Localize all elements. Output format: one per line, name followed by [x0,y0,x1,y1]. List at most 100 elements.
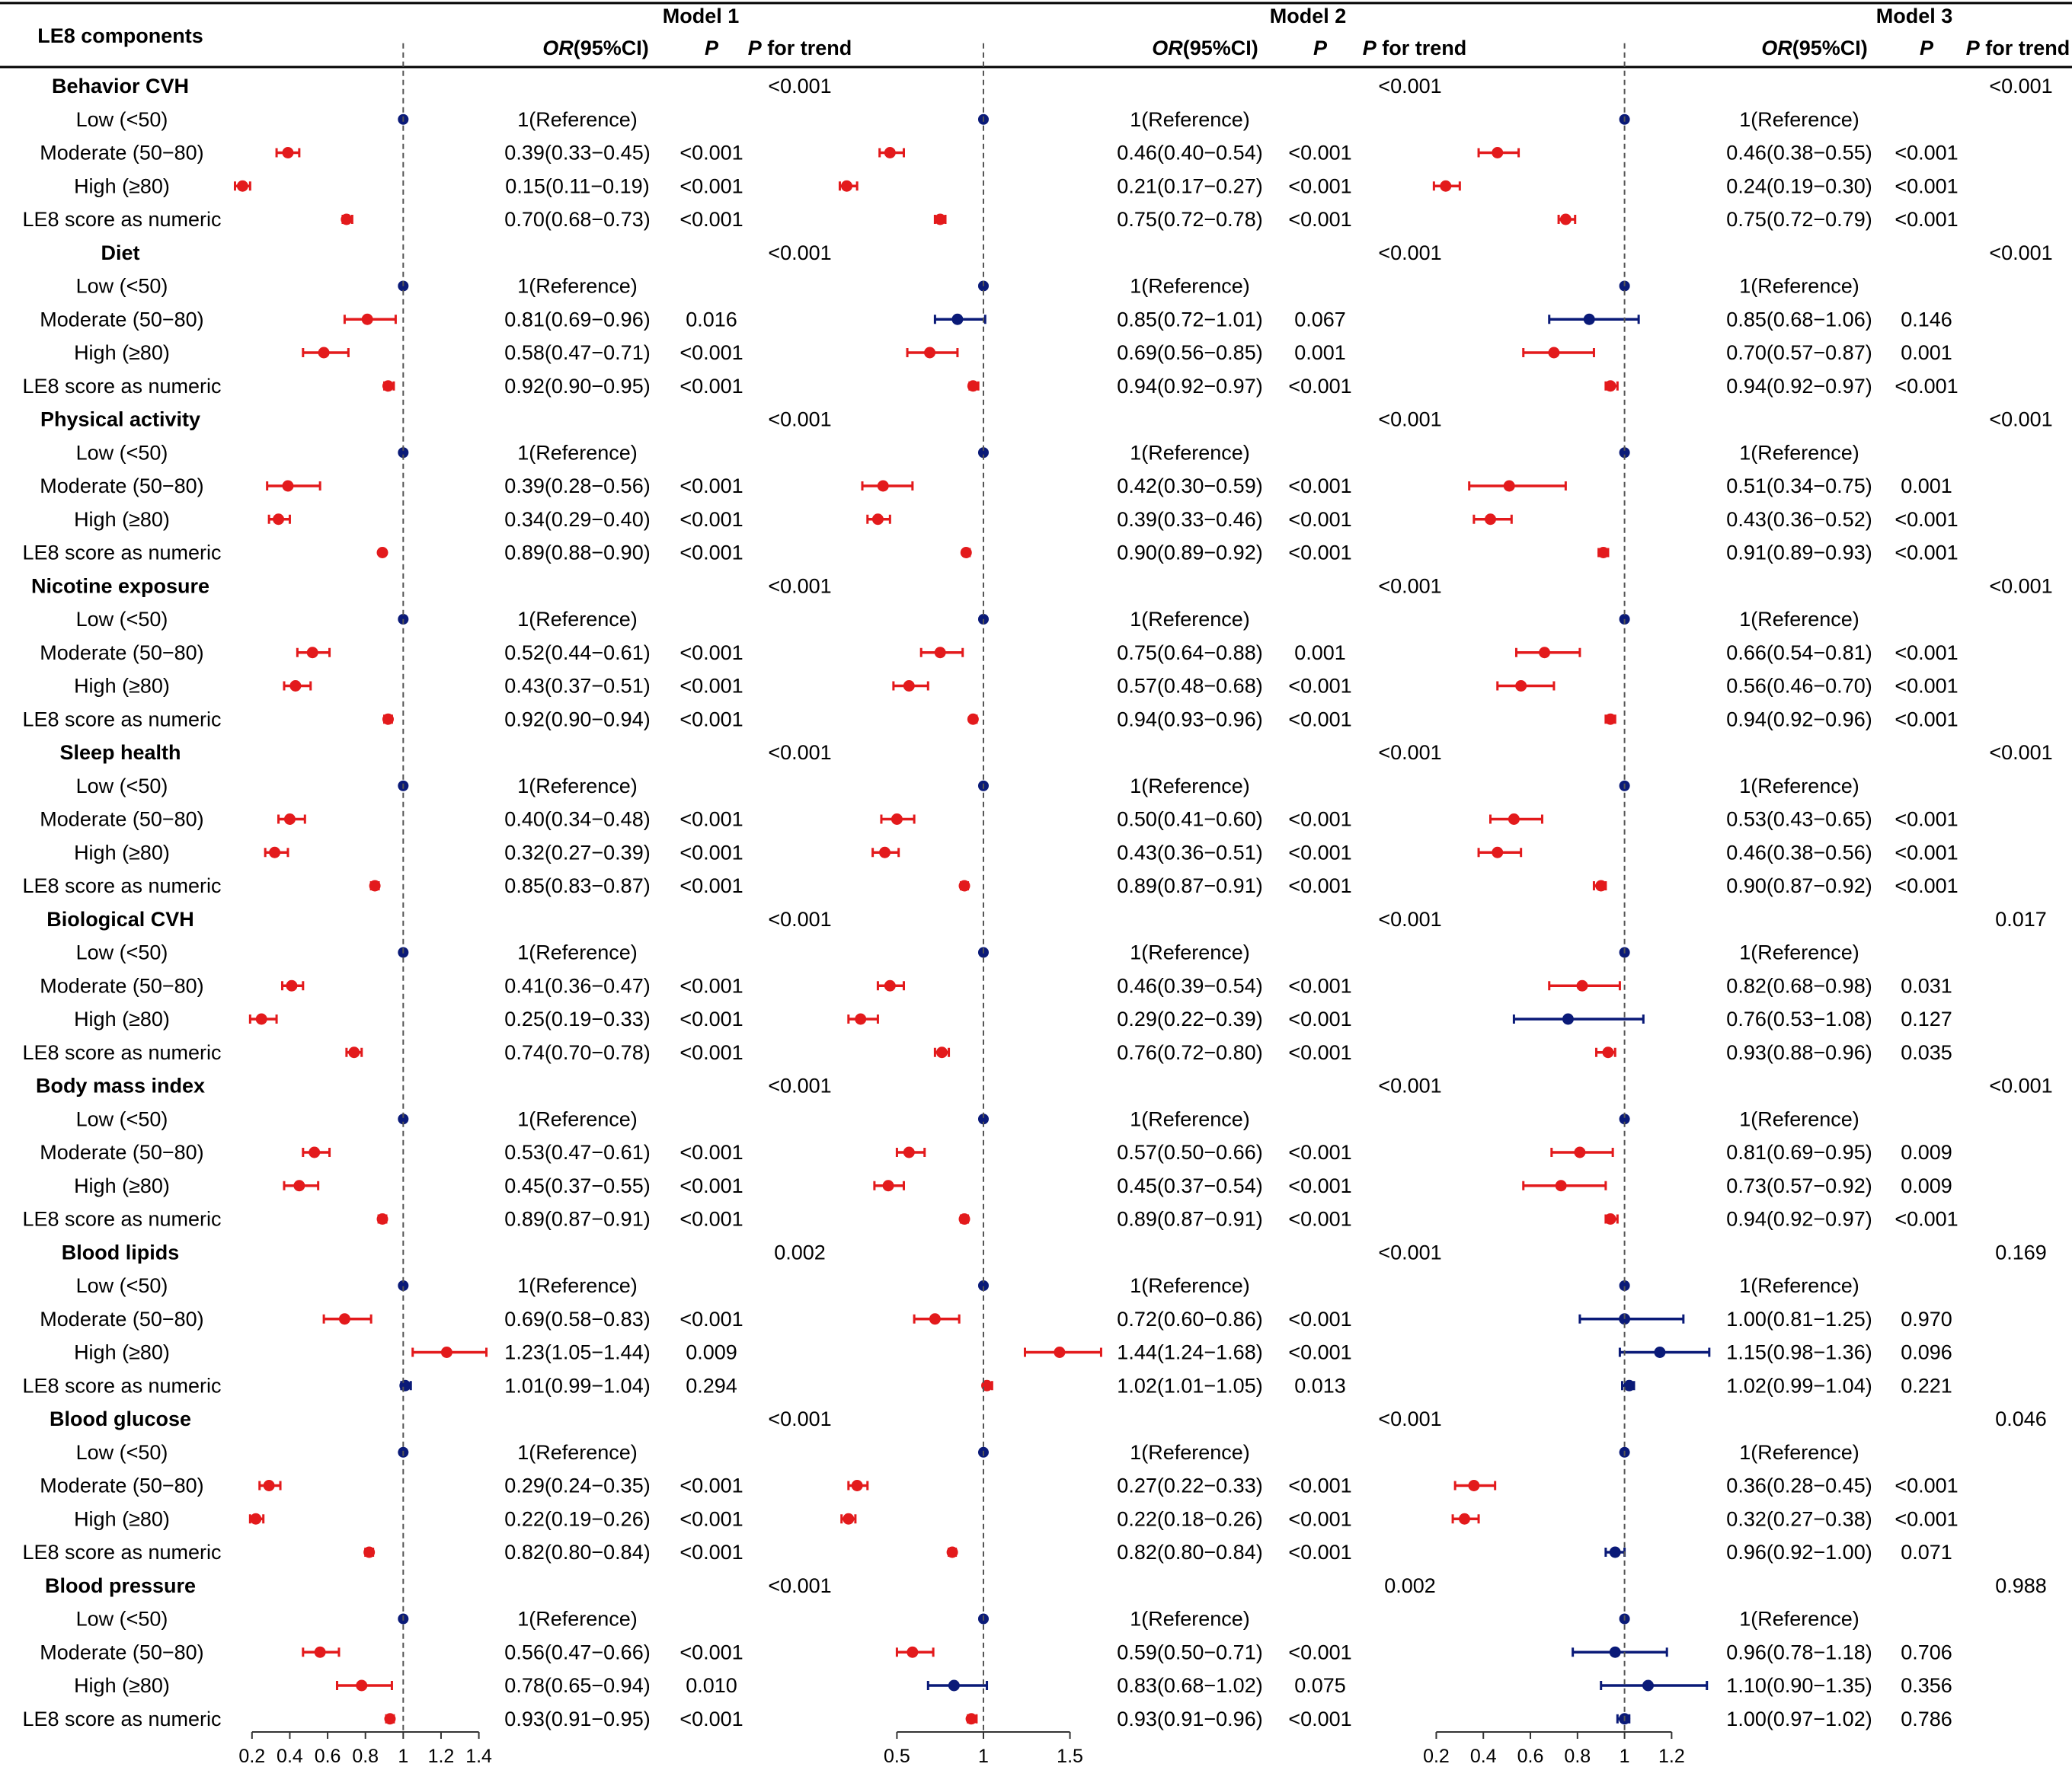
or-ci-value: 0.39(0.33−0.46) [1117,508,1262,531]
or-point [851,1480,863,1491]
p-value: 0.075 [1294,1674,1346,1697]
or-ci-value: 0.85(0.83−0.87) [504,874,650,897]
or-ci-value: 0.50(0.41−0.60) [1117,808,1262,831]
p-value: 0.010 [686,1674,737,1697]
or-point [1515,680,1527,692]
row-label: LE8 score as numeric [22,1541,221,1564]
or-ci-header-rest: (95%CI) [1183,37,1258,59]
reference-point [977,1114,989,1125]
or-ci-value: 0.94(0.92−0.97) [1726,1208,1872,1231]
or-ci-value: 0.36(0.28−0.45) [1726,1475,1872,1497]
or-point [1574,1146,1586,1158]
row-label: Moderate (50−80) [40,1141,203,1164]
x-tick-label: 0.5 [884,1746,910,1767]
or-point [1054,1347,1066,1358]
row-label: High (≥80) [74,341,170,364]
or-point [1642,1679,1654,1692]
or-ci-value: 0.81(0.69−0.95) [1726,1141,1872,1164]
or-point [440,1347,452,1358]
or-point [906,1646,919,1658]
or-point [948,1679,960,1692]
or-ci-value: 0.32(0.27−0.38) [1726,1507,1872,1530]
or-point [236,180,248,192]
or-ci-value: 0.25(0.19−0.33) [504,1008,650,1030]
or-ci-value: 1.00(0.97−1.02) [1726,1708,1872,1730]
reference-text: 1(Reference) [517,1441,638,1464]
p-value: 0.786 [1901,1708,1952,1730]
x-tick-label: 0.8 [352,1746,379,1767]
row-label: Low (<50) [76,1441,168,1464]
or-point [376,1213,388,1225]
or-point [338,1313,350,1325]
or-ci-value: 0.45(0.37−0.55) [504,1174,650,1197]
p-trend-value: <0.001 [768,241,831,264]
p-value: <0.001 [1288,841,1351,864]
or-ci-value: 0.92(0.90−0.94) [504,708,650,730]
group-label: Blood lipids [62,1241,180,1264]
p-trend-value: <0.001 [1989,408,2052,431]
p-value: <0.001 [1288,1475,1351,1497]
reference-point [398,1114,409,1125]
reference-text: 1(Reference) [1130,608,1250,631]
or-point [1459,1513,1471,1525]
or-point [1492,147,1504,158]
or-ci-value: 0.91(0.89−0.93) [1726,542,1872,564]
or-ci-value: 1.23(1.05−1.44) [504,1341,650,1364]
p-trend-value: <0.001 [768,1574,831,1597]
or-ci-value: 0.75(0.64−0.88) [1117,641,1262,664]
p-trend-value: 0.988 [1995,1574,2047,1597]
row-label: High (≥80) [74,1174,170,1197]
or-ci-value: 0.45(0.37−0.54) [1117,1174,1262,1197]
or-ci-header-italic: OR [1152,37,1183,59]
p-value: <0.001 [679,1041,743,1064]
or-ci-value: 0.96(0.92−1.00) [1726,1541,1872,1564]
model-title: Model 3 [1876,5,1953,27]
p-header: P [705,37,719,59]
p-trend-value: 0.046 [1995,1408,2047,1430]
or-ci-value: 0.85(0.72−1.01) [1117,308,1262,331]
p-value: <0.001 [1895,874,1958,897]
p-value: 0.970 [1901,1308,1952,1331]
or-ci-value: 0.83(0.68−1.02) [1117,1674,1262,1697]
x-tick-label: 0.6 [315,1746,341,1767]
or-ci-value: 1.15(0.98−1.36) [1726,1341,1872,1364]
or-point [314,1646,326,1658]
or-point [903,680,915,692]
or-ci-value: 0.82(0.68−0.98) [1726,974,1872,997]
p-value: <0.001 [679,142,743,165]
row-label: Moderate (50−80) [40,974,203,997]
or-ci-value: 0.40(0.34−0.48) [504,808,650,831]
row-label: LE8 score as numeric [22,1374,221,1397]
x-tick-label: 0.2 [1423,1746,1450,1767]
p-value: <0.001 [679,874,743,897]
p-value: <0.001 [1288,208,1351,231]
or-ci-value: 0.43(0.36−0.52) [1726,508,1872,531]
or-point [871,513,884,526]
p-value: <0.001 [1288,1708,1351,1730]
x-tick-label: 1 [398,1746,408,1767]
row-label: Low (<50) [76,1107,168,1130]
or-point [363,1546,376,1558]
p-trend-value: <0.001 [768,75,831,97]
x-tick-label: 1.2 [1658,1746,1685,1767]
p-value: <0.001 [1288,1008,1351,1030]
x-tick-label: 1.4 [465,1746,492,1767]
or-ci-value: 0.93(0.91−0.96) [1117,1708,1262,1730]
p-trend-value: 0.002 [1384,1574,1436,1597]
p-trend-value: <0.001 [1378,75,1441,97]
or-point [879,846,891,858]
p-trend-value: <0.001 [768,574,831,597]
reference-point [977,447,989,459]
or-ci-value: 0.70(0.57−0.87) [1726,341,1872,364]
p-value: <0.001 [1895,208,1958,231]
or-ci-value: 1.01(0.99−1.04) [504,1374,650,1397]
group-label: Sleep health [59,741,181,764]
p-trend-value: <0.001 [1378,1241,1441,1264]
p-value: <0.001 [1895,542,1958,564]
or-ci-value: 1.44(1.24−1.68) [1117,1341,1262,1364]
or-point [1562,1013,1574,1025]
or-ci-value: 0.94(0.93−0.96) [1117,708,1262,730]
or-ci-header: OR(95%CI) [1152,37,1258,59]
p-value: <0.001 [679,208,743,231]
